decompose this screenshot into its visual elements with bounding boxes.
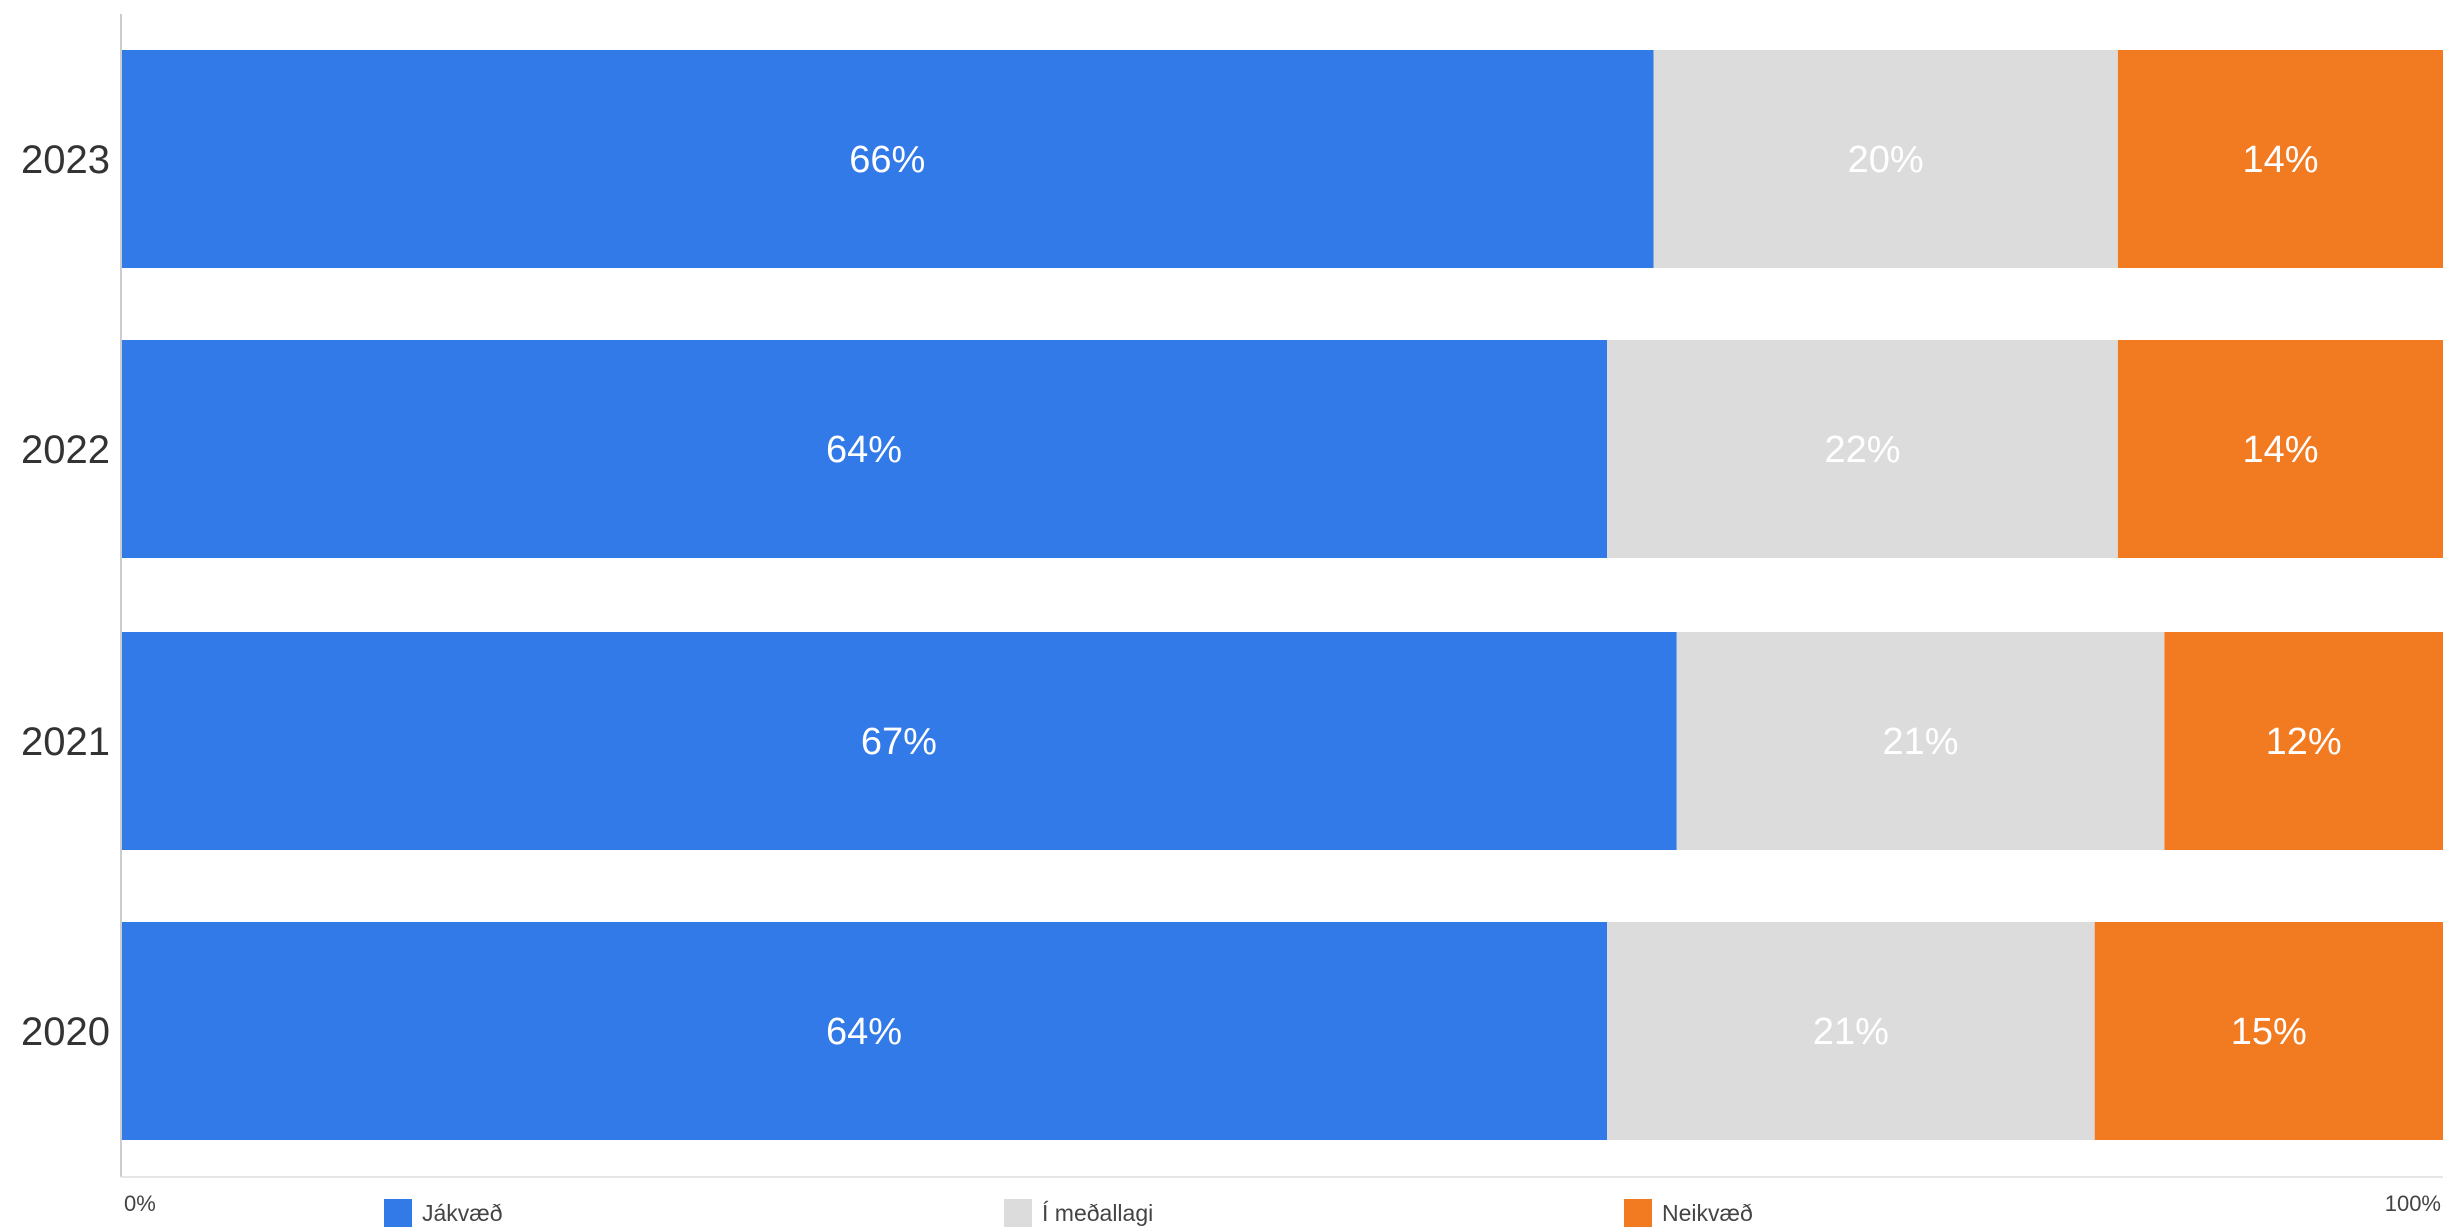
bar-segment [121, 50, 1654, 268]
bar-segment [121, 340, 1608, 558]
bar-data-label: 14% [2242, 429, 2318, 471]
bar-segment [1653, 50, 2118, 268]
category-label: 2022 [21, 428, 110, 472]
bar-data-label: 66% [849, 139, 925, 181]
bar-segment [2164, 632, 2443, 850]
bar-segment [2117, 340, 2443, 558]
x-tick-label-min: 0% [124, 1191, 156, 1216]
legend-label: Í meðallagi [1042, 1200, 1153, 1226]
bar-data-label: 21% [1882, 721, 1958, 763]
bar-data-label: 64% [826, 429, 902, 471]
bar-data-label: 21% [1813, 1011, 1889, 1053]
x-tick-label-max: 100% [2385, 1191, 2441, 1216]
legend-label: Neikvæð [1662, 1200, 1753, 1226]
bar-segment [121, 632, 1677, 850]
legend-swatch [384, 1199, 412, 1227]
bar-segment [121, 922, 1608, 1140]
bar-segment [2117, 50, 2443, 268]
bar-labels-group: 66% 20% 14% 64% 22% 14% 67% 21% 12% 64% 21% 15% [826, 139, 2342, 1053]
category-label: 2020 [21, 1010, 110, 1054]
bar-data-label: 64% [826, 1011, 902, 1053]
bar-segment [1607, 922, 2095, 1140]
bar-data-label: 12% [2266, 721, 2342, 763]
legend-swatch [1624, 1199, 1652, 1227]
bar-data-label: 22% [1824, 429, 1900, 471]
bar-data-label: 20% [1848, 139, 1924, 181]
bar-data-label: 67% [861, 721, 937, 763]
category-label: 2023 [21, 138, 110, 182]
bar-segment [1607, 340, 2118, 558]
bars-group [121, 50, 2443, 1140]
legend: Jákvæð Í meðallagi Neikvæð [384, 1199, 1753, 1227]
category-label: 2021 [21, 720, 110, 764]
legend-swatch [1004, 1199, 1032, 1227]
legend-label: Jákvæð [422, 1200, 503, 1226]
category-labels-group: 2023 2022 2021 2020 [21, 138, 110, 1054]
bar-segment [2094, 922, 2443, 1140]
bar-data-label: 15% [2231, 1011, 2307, 1053]
bar-data-label: 14% [2242, 139, 2318, 181]
bar-segment [1676, 632, 2165, 850]
